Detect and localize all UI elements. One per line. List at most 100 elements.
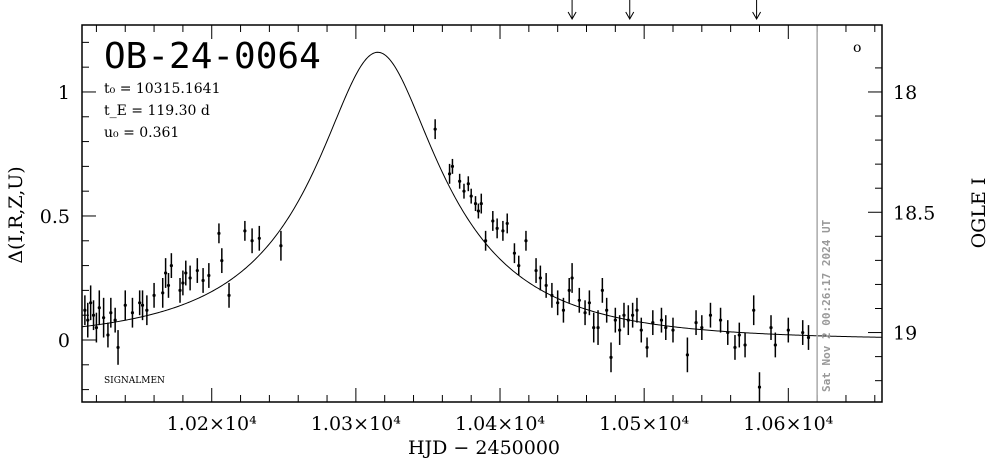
data-point [466,182,470,186]
param-t0: t₀ = 10315.1641 [104,81,220,97]
data-point [184,271,188,275]
data-point [769,325,773,330]
data-point [495,226,499,230]
data-point [501,229,505,233]
data-point [622,313,626,317]
data-point [596,325,600,330]
signalmen-label: SIGNALMEN [104,376,165,386]
data-point [512,251,517,255]
data-point [592,325,596,330]
data-point [639,328,643,332]
data-point [181,281,185,285]
y-right-axis-title: OGLE I [968,178,986,249]
data-point [217,231,221,235]
x-tick-label: 1.03×10⁴ [311,413,401,435]
data-point [138,301,142,305]
x-tick-label: 1.05×10⁴ [599,413,689,435]
data-point [106,333,110,337]
data-point [600,288,604,292]
data-point [123,303,127,307]
x-axis-title: HJD − 2450000 [408,437,560,459]
data-point [166,283,171,288]
data-point [97,306,101,310]
data-point [86,318,90,322]
y-tick-label: 0.5 [40,206,70,228]
y-right-tick-labels: 18 18.5 19 [893,82,935,345]
data-point [447,172,452,176]
data-point [220,259,224,263]
data-point [700,325,704,330]
data-point [694,321,698,325]
data-point [91,313,96,317]
y-tick-labels: 00.51 [40,82,70,352]
data-point [469,194,473,198]
plot-frame [81,24,883,403]
data-point [524,239,528,243]
data-point [145,308,149,312]
data-point [257,236,261,240]
data-point [570,276,574,280]
data-point [517,263,521,268]
data-point [733,345,737,350]
data-point [113,318,117,322]
data-point [708,313,713,317]
data-point [243,229,247,233]
data-point [561,308,566,312]
data-point [102,316,106,320]
data-point [685,353,690,357]
data-point [227,293,231,297]
data-point [806,335,811,340]
data-point [207,273,211,278]
data-point [613,318,617,322]
top-arrows [567,0,762,21]
data-point [116,345,120,350]
data-point [609,355,613,359]
y-right-tick-label: 19 [893,323,917,345]
x-tick-label: 1.02×10⁴ [167,413,257,435]
data-point [631,313,635,317]
data-point [583,311,587,315]
data-point [786,328,790,332]
data-point [801,330,805,335]
top-arrow-head [752,11,762,21]
data-point [556,301,560,305]
top-arrow-head [567,11,577,21]
data-point [538,276,542,280]
data-point [544,283,548,288]
data-point [462,189,466,193]
data-point [577,298,581,302]
data-point [659,318,664,322]
data-point [567,288,571,292]
now-marker-label: Sat Nov 2 00:26:17 2024 UT [820,219,833,392]
data-point [188,276,192,280]
data-point [450,164,455,168]
data-point [161,291,165,295]
data-point [534,268,538,273]
top-arrow-head [625,11,635,21]
corner-mark: o [853,40,861,56]
data-point [109,311,113,315]
data-point [130,311,135,315]
data-point [169,263,173,268]
data-point [491,219,495,223]
y-right-tick-label: 18.5 [893,202,935,224]
x-tick-label: 1.04×10⁴ [455,413,545,435]
x-tick-label: 1.06×10⁴ [743,413,833,435]
y-axis-title: Δ(I,R,Z,U) [5,166,27,263]
x-tick-labels: 1.02×10⁴ 1.03×10⁴ 1.04×10⁴ 1.05×10⁴ 1.06×10⁴ [167,413,834,435]
chart-title: OB-24-0064 [104,36,321,77]
data-point [645,345,649,350]
data-point [458,179,462,183]
data-point [743,343,747,347]
data-point [479,201,483,206]
data-point [635,308,639,312]
data-point [152,293,156,297]
data-point [757,385,762,389]
data-point [587,301,591,305]
data-point [476,209,480,213]
data-point [718,318,723,322]
y-right-tick-label: 18 [893,82,917,104]
data-point [473,201,478,206]
data-point [279,244,283,248]
